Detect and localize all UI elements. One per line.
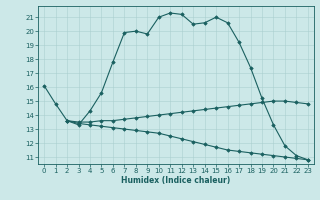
X-axis label: Humidex (Indice chaleur): Humidex (Indice chaleur) <box>121 176 231 185</box>
